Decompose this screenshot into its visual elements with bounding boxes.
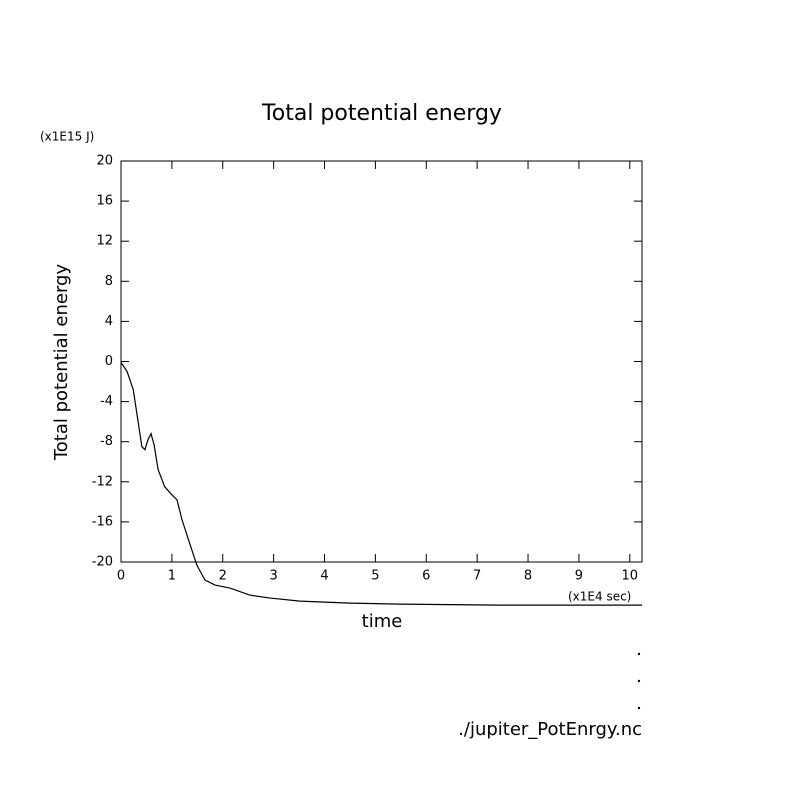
x-tick-label: 1 xyxy=(168,569,176,584)
y-tick-label: -16 xyxy=(92,514,113,529)
x-tick-label: 2 xyxy=(219,569,227,584)
source-file: ./jupiter_PotEnrgy.nc xyxy=(458,719,642,740)
y-tick-label: -8 xyxy=(100,434,113,449)
dot xyxy=(637,679,641,683)
x-tick-label: 6 xyxy=(422,569,430,584)
data-line xyxy=(120,362,642,606)
y-tick-label: 20 xyxy=(96,154,113,169)
x-tick-label: 8 xyxy=(524,569,532,584)
x-tick-label: 3 xyxy=(269,569,277,584)
dot xyxy=(637,706,641,710)
y-tick-label: 16 xyxy=(96,194,113,209)
x-unit: (x1E4 sec) xyxy=(568,590,631,604)
chart-title: Total potential energy xyxy=(261,101,502,126)
x-tick-label: 0 xyxy=(117,569,125,584)
dot xyxy=(637,652,641,656)
y-axis-label: Total potential energy xyxy=(51,264,72,462)
y-tick-label: 12 xyxy=(96,234,113,249)
y-tick-label: -20 xyxy=(92,555,113,570)
x-tick-label: 7 xyxy=(473,569,481,584)
x-tick-label: 10 xyxy=(622,569,639,584)
y-unit: (x1E15 J) xyxy=(40,130,94,144)
x-axis-label: time xyxy=(362,611,403,632)
y-tick-label: 4 xyxy=(105,314,113,329)
x-tick-label: 9 xyxy=(575,569,583,584)
y-tick-label: 8 xyxy=(105,274,113,289)
x-tick-label: 5 xyxy=(371,569,379,584)
y-tick-label: 0 xyxy=(105,354,113,369)
x-tick-label: 4 xyxy=(320,569,328,584)
y-tick-label: -4 xyxy=(100,394,113,409)
y-tick-label: -12 xyxy=(92,474,113,489)
